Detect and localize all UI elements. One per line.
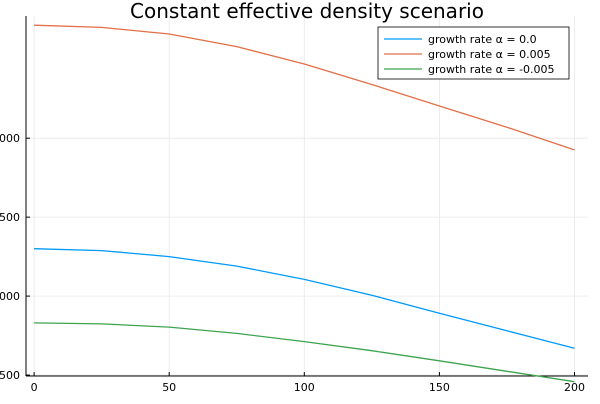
series-line-1 — [34, 24, 575, 151]
legend-label-2: growth rate α = -0.005 — [428, 63, 555, 76]
series-line-0 — [34, 248, 575, 349]
x-tick-label: 50 — [162, 381, 176, 394]
x-tick-label: 150 — [429, 381, 450, 394]
y-tick-label: 500 — [0, 369, 20, 382]
x-tick-label: 0 — [31, 381, 38, 394]
y-tick-label: 000 — [0, 132, 20, 145]
y-tick-label: 000 — [0, 290, 20, 303]
series-lines — [34, 24, 575, 383]
series-line-2 — [34, 322, 575, 383]
legend: growth rate α = 0.0 growth rate α = 0.005… — [377, 26, 570, 80]
x-tick-label: 100 — [294, 381, 315, 394]
grid-lines — [26, 16, 588, 376]
legend-label-1: growth rate α = 0.005 — [428, 48, 551, 61]
legend-label-0: growth rate α = 0.0 — [428, 33, 537, 46]
legend-box — [377, 26, 570, 80]
chart-title: Constant effective density scenario — [130, 0, 484, 23]
x-tick-label: 200 — [564, 381, 585, 394]
axes: 0 50 100 150 200 500 000 500 000 — [0, 16, 588, 394]
y-tick-label: 500 — [0, 211, 20, 224]
